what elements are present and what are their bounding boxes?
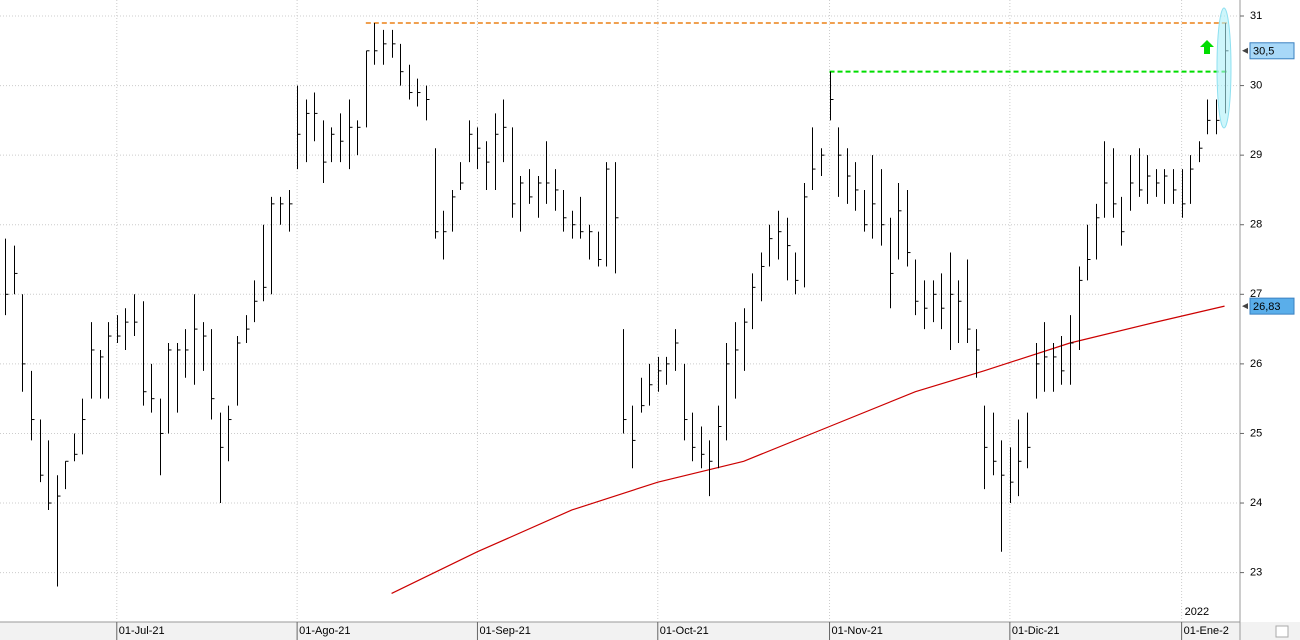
x-tick-label: 01-Oct-21 [660, 625, 709, 637]
highlight [1216, 7, 1232, 129]
y-tick-label: 24 [1250, 497, 1262, 509]
up-arrow [1200, 40, 1214, 54]
icon[interactable] [1275, 625, 1289, 638]
y-tick-label: 26 [1250, 358, 1262, 370]
moving-average [391, 305, 1225, 595]
price-pointer [1242, 47, 1248, 54]
y-tick-label: 31 [1250, 10, 1262, 22]
y-tick-label: 29 [1250, 149, 1262, 161]
x-tick-label: 01-Ago-21 [299, 625, 350, 637]
y-tick-label: 30 [1250, 79, 1262, 91]
y-tick-label: 23 [1250, 567, 1262, 579]
x-axis-band [0, 622, 1300, 640]
price-label-box [1249, 42, 1295, 60]
price-label-box [1249, 297, 1295, 315]
x-tick-label: 01-Sep-21 [479, 625, 530, 637]
price-label: 30,5 [1253, 46, 1274, 58]
y-tick-label: 27 [1250, 288, 1262, 300]
price-label: 26,83 [1253, 301, 1281, 313]
price-pointer [1242, 303, 1248, 310]
x-tick-label: 01-Ene-2 [1184, 625, 1229, 637]
x-tick-label: 01-Dic-21 [1012, 625, 1060, 637]
year-label: 2022 [1185, 606, 1209, 618]
x-tick-label: 01-Nov-21 [832, 625, 883, 637]
x-tick-label: 01-Jul-21 [119, 625, 165, 637]
y-tick-label: 28 [1250, 219, 1262, 231]
y-tick-label: 25 [1250, 427, 1262, 439]
